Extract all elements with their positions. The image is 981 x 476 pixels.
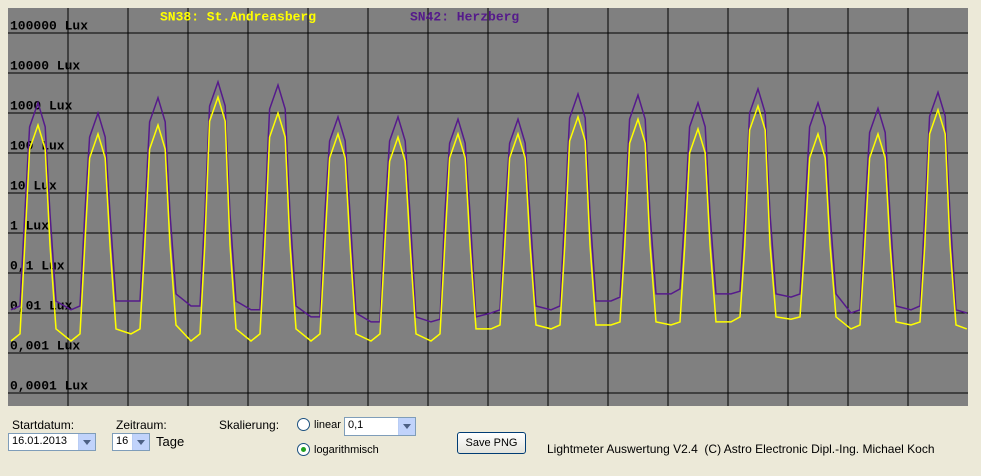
y-tick-label: 10000 Lux — [10, 58, 80, 73]
spin-arrows — [132, 434, 149, 450]
linear-factor-combo[interactable]: 0,1 — [344, 417, 416, 436]
linear-radio[interactable] — [297, 418, 310, 431]
linear-factor-value: 0,1 — [348, 419, 364, 431]
y-tick-label: 0,001 Lux — [10, 338, 80, 353]
legend-entry: SN42: Herzberg — [410, 9, 519, 24]
period-value: 16 — [116, 435, 129, 447]
series-line — [10, 94, 968, 343]
period-label: Zeitraum: — [116, 418, 167, 432]
linear-label: linear — [314, 419, 341, 431]
y-tick-label: 0,0001 Lux — [10, 378, 88, 393]
start-date-value: 16.01.2013 — [12, 435, 68, 447]
start-label: Startdatum: — [12, 418, 75, 432]
y-tick-label: 0,1 Lux — [10, 258, 65, 273]
save-png-button[interactable]: Save PNG — [457, 432, 526, 454]
y-tick-label: 1000 Lux — [10, 98, 73, 113]
y-tick-label: 100 Lux — [10, 138, 65, 153]
period-spinner[interactable]: 16 — [112, 433, 150, 451]
start-date-combo[interactable]: 16.01.2013 — [8, 433, 96, 451]
y-tick-label: 100000 Lux — [10, 18, 88, 33]
series-line — [10, 79, 968, 323]
footer-text: Lightmeter Auswertung V2.4 (C) Astro Ele… — [547, 442, 935, 456]
dropdown-arrow — [398, 418, 415, 435]
period-unit: Tage — [156, 434, 185, 449]
dropdown-arrow — [78, 434, 95, 450]
chart: 100000 Lux 10000 Lux 1000 Lux 100 Lux 10 Lux… — [8, 8, 968, 406]
log-radio[interactable] — [297, 443, 310, 456]
y-tick-label: 10 Lux — [10, 178, 57, 193]
scale-label: Skalierung: — [219, 418, 280, 432]
log-label: logarithmisch — [314, 444, 379, 456]
y-tick-label: 1 Lux — [10, 218, 49, 233]
legend-entry: SN38: St.Andreasberg — [160, 9, 316, 24]
